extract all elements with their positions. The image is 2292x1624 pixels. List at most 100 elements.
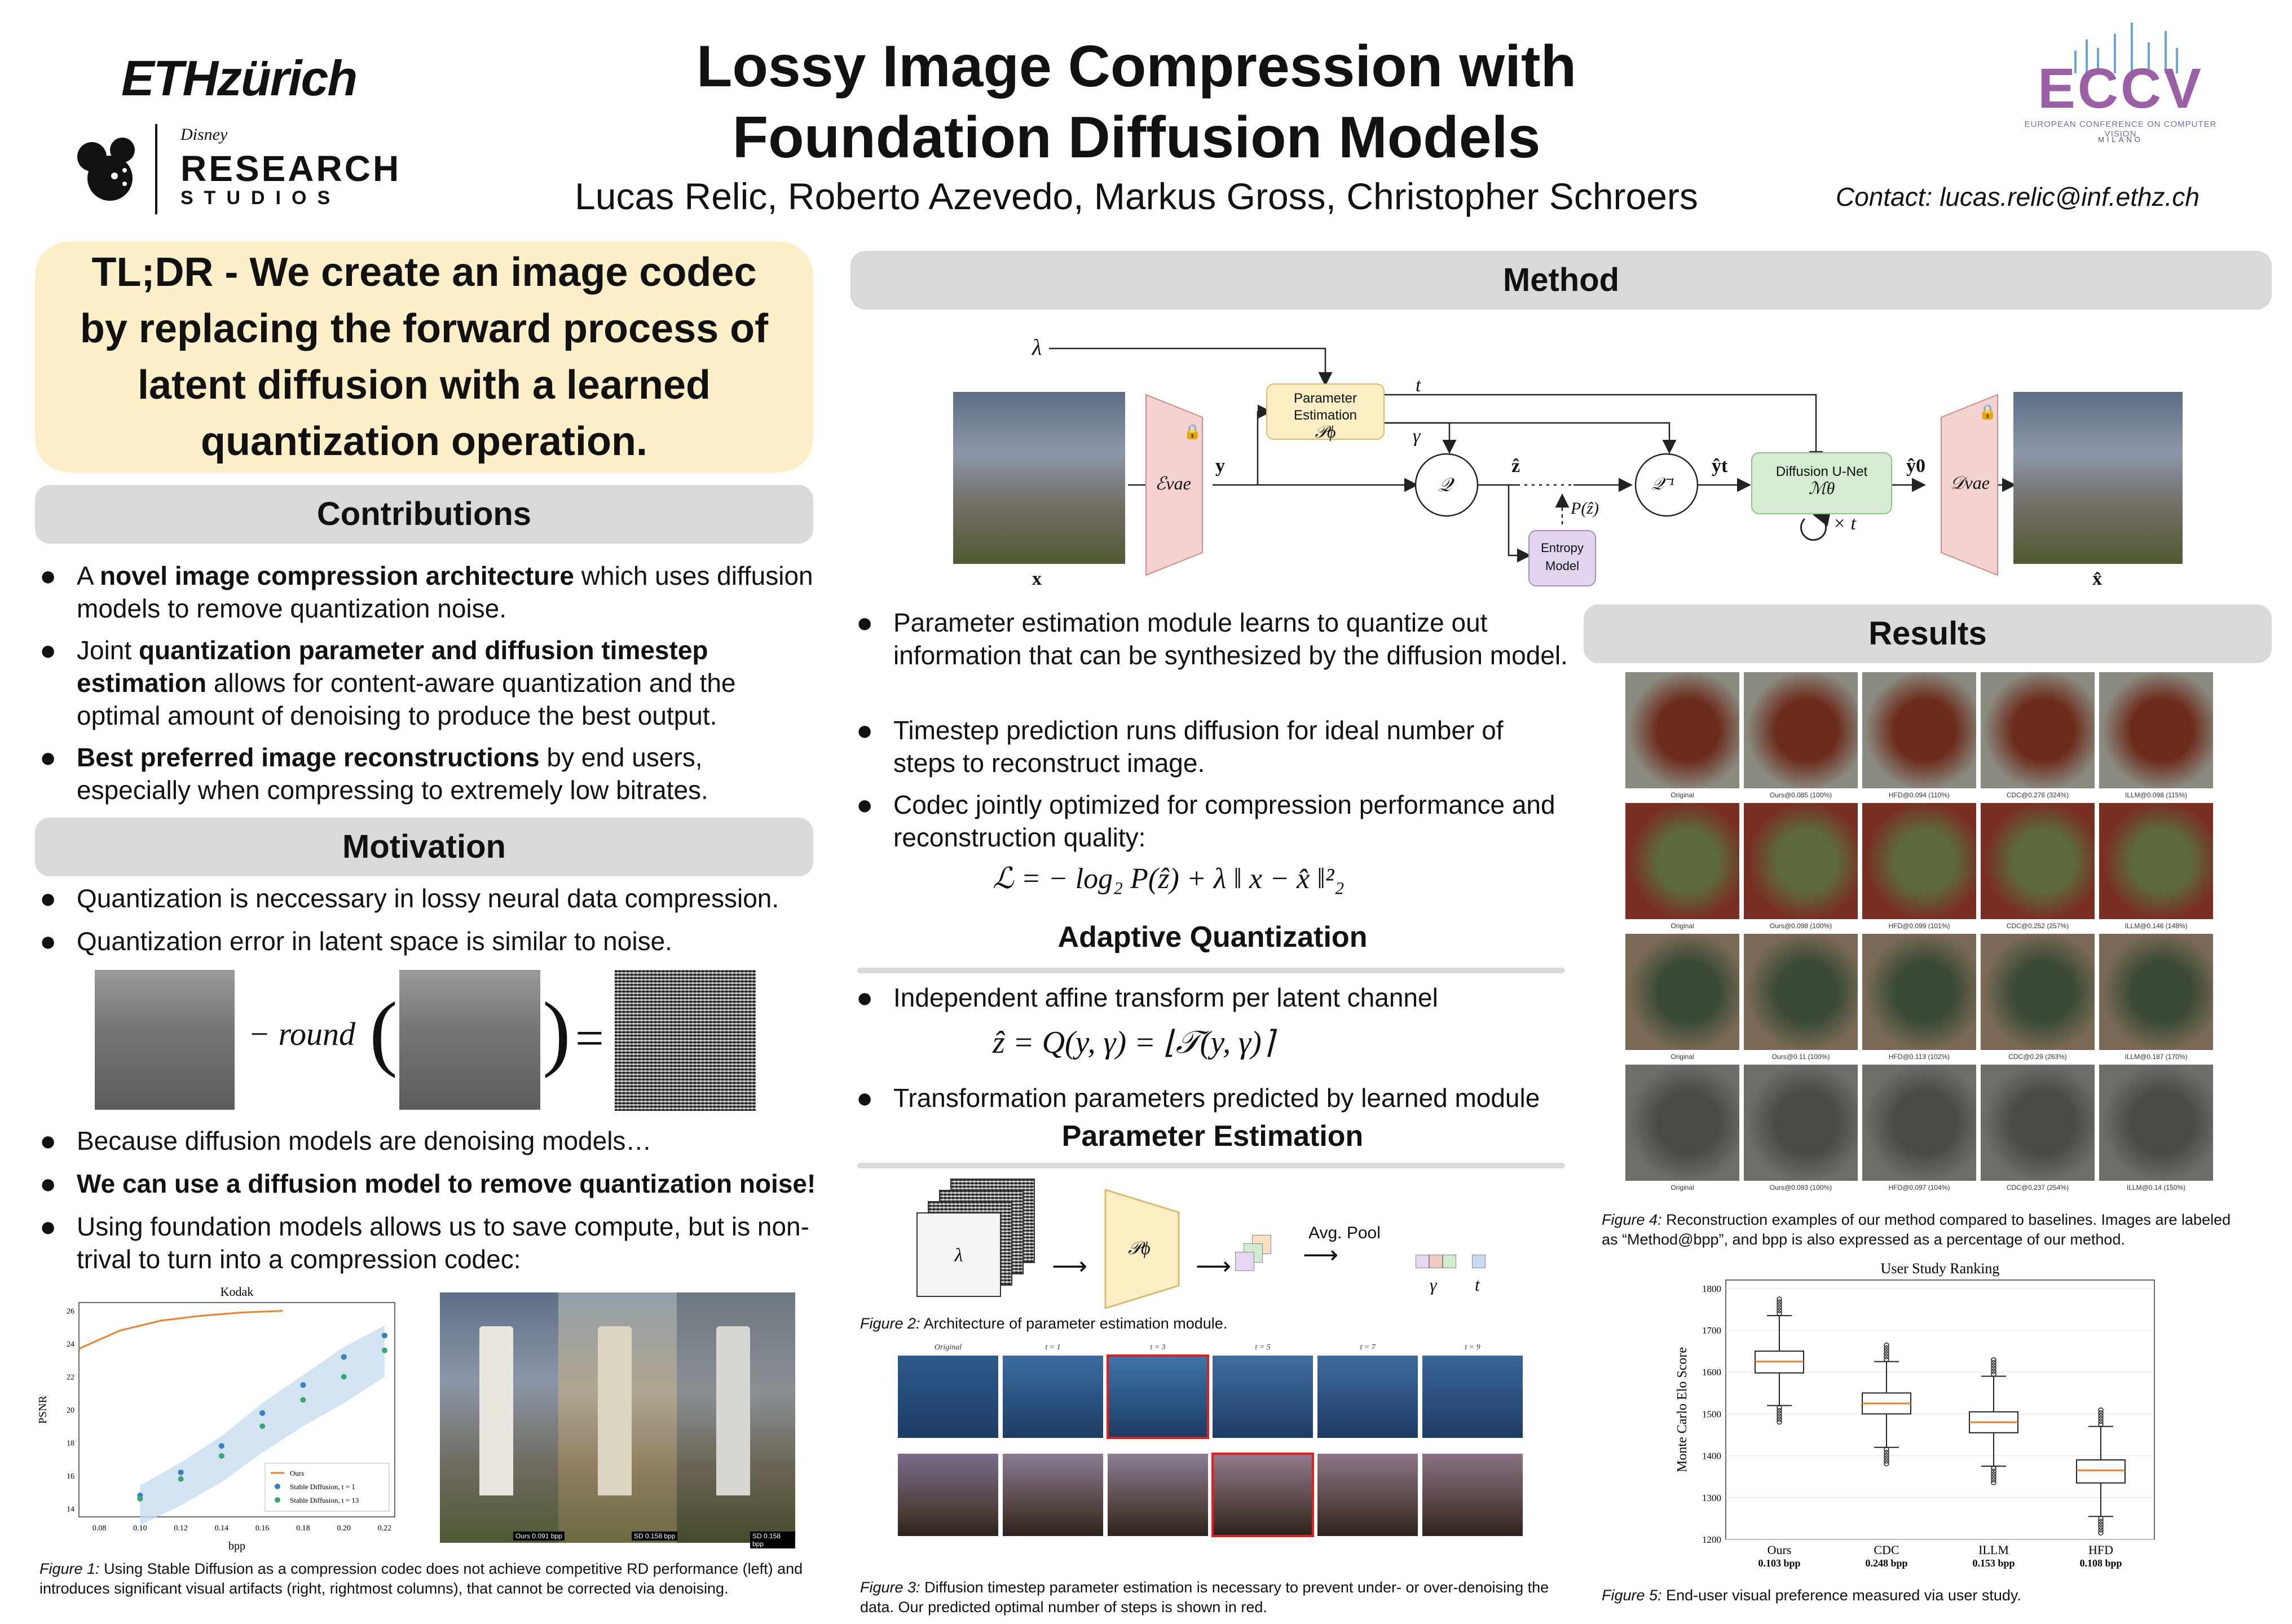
x-tick-label: 0.22 xyxy=(378,1524,392,1533)
x-tick-label: ILLM xyxy=(1978,1543,2009,1557)
y-tick-label: 1400 xyxy=(1702,1451,1721,1462)
equals-sign: = xyxy=(575,1010,604,1066)
tldr-text: TL;DR - We create an image codec by repl… xyxy=(80,250,769,464)
chart-title: User Study Ranking xyxy=(1881,1260,2000,1277)
timestep-thumbnail xyxy=(897,1354,999,1439)
sd-point xyxy=(300,1382,306,1388)
result-thumbnail xyxy=(2098,933,2214,1051)
result-thumbnail xyxy=(1861,671,1977,789)
timestep-grid: Original t = 1 t = 3 t = 5 t = 7 t = 9 xyxy=(897,1343,1524,1545)
result-label: ILLM@0.146 (148%) xyxy=(2124,922,2188,930)
outlier xyxy=(1991,1480,1996,1485)
result-thumbnail xyxy=(1624,802,1740,920)
y-tick-label: 1300 xyxy=(1702,1493,1721,1503)
paren-open: ( xyxy=(369,985,398,1079)
outlier xyxy=(2098,1418,2104,1424)
y-tick-label: 1500 xyxy=(1702,1409,1721,1419)
legend-label: Ours xyxy=(290,1469,304,1477)
result-label: HFD@0.094 (110%) xyxy=(1889,791,1950,799)
outlier xyxy=(1991,1468,1996,1474)
outlier xyxy=(1884,1351,1889,1357)
y-tick-label: 22 xyxy=(67,1374,74,1382)
contributions-heading: Contributions xyxy=(35,485,813,544)
contribution-item: ● Best preferred image reconstructions by… xyxy=(39,742,708,805)
x-tick-label: 0.18 xyxy=(296,1524,310,1533)
outlier xyxy=(1991,1371,1996,1377)
aq-equation: ẑ = Q(y, γ) = ⌊𝒯(y, γ)⌉ xyxy=(993,1025,1274,1060)
user-study-chart: User Study Ranking Monte Carlo Elo Score 1… xyxy=(1675,1260,2155,1569)
parameter-estimation-box: Parameter Estimation 𝒫ϕ xyxy=(1266,383,1385,441)
result-label: ILLM@0.14 (150%) xyxy=(2126,1184,2186,1191)
timestep-col-label: t = 3 xyxy=(1150,1343,1166,1352)
outlier xyxy=(1777,1310,1782,1316)
outlier xyxy=(1777,1407,1782,1414)
quantization-noise-image xyxy=(615,970,756,1111)
outlier xyxy=(1884,1353,1889,1360)
result-label: Ours@0.098 (100%) xyxy=(1769,922,1832,930)
outlier xyxy=(1884,1453,1889,1458)
motivation-item: ● Using foundation models allows us to sa… xyxy=(39,1211,809,1274)
result-thumbnail xyxy=(1743,802,1859,920)
method-item: ● Codec jointly optimized for compression… xyxy=(856,789,1555,852)
plot-area xyxy=(1725,1279,2155,1540)
latent-image-noisy xyxy=(95,970,235,1110)
y-axis-label: Monte Carlo Elo Score xyxy=(1675,1347,1690,1472)
chart-title: Kodak xyxy=(221,1285,254,1299)
outlier xyxy=(2098,1413,2104,1419)
sd-point xyxy=(341,1374,347,1380)
result-label: Original xyxy=(1670,1184,1694,1191)
contribution-item: ● A novel image compression architecture … xyxy=(39,560,813,623)
outlier xyxy=(1991,1365,1996,1371)
outlier xyxy=(1777,1302,1782,1308)
disney-research-logo: Disney RESEARCH STUDIOS xyxy=(70,124,409,214)
eccv-logo: ECCV EUROPEAN CONFERENCE ON COMPUTER VIS… xyxy=(2024,23,2217,144)
entropy-model-box: Entropy Model xyxy=(1528,530,1596,586)
x-tick-sublabel: 0.108 bpp xyxy=(2079,1557,2122,1569)
result-label: HFD@0.113 (102%) xyxy=(1889,1053,1950,1061)
result-label: CDC@0.252 (257%) xyxy=(2006,922,2069,930)
legend-box xyxy=(265,1463,390,1512)
sd-point xyxy=(178,1469,184,1476)
outlier xyxy=(1991,1466,1996,1471)
eth-logo: ETHzürich xyxy=(121,50,358,106)
outlier xyxy=(1991,1474,1996,1480)
outlier xyxy=(1991,1360,1996,1366)
outlier xyxy=(1991,1477,1996,1482)
result-label: HFD@0.097 (104%) xyxy=(1888,1184,1950,1191)
sd-point xyxy=(218,1443,224,1449)
timestep-thumbnail xyxy=(1002,1453,1104,1537)
outlier xyxy=(1884,1342,1889,1348)
sd-point xyxy=(381,1347,387,1353)
x-tick-sublabel: 0.103 bpp xyxy=(1758,1557,1800,1569)
parameter-estimation-figure: λ ⟶ 𝒫ϕ ⟶ Avg. Pool ⟶ γ t xyxy=(914,1179,1534,1314)
outlier xyxy=(1884,1348,1889,1354)
outlier xyxy=(1991,1357,1996,1363)
figure-3-caption: Figure 3: Diffusion timestep parameter e… xyxy=(860,1579,1549,1616)
decoder-label: 𝒟vae xyxy=(1950,473,1990,493)
y-tick-label: 1700 xyxy=(1702,1325,1721,1336)
result-label: ILLM@0.187 (170%) xyxy=(2124,1053,2188,1061)
legend-label: Stable Diffusion, t = 1 xyxy=(290,1482,355,1491)
y-tick-label: 1800 xyxy=(1702,1283,1721,1294)
result-label: Ours@0.085 (100%) xyxy=(1769,791,1832,799)
sd-point xyxy=(300,1397,306,1403)
x-tick-label: 0.14 xyxy=(215,1524,229,1533)
result-thumbnail xyxy=(1743,1063,1859,1182)
x-axis-label: bpp xyxy=(228,1540,245,1552)
sd-point xyxy=(381,1332,387,1339)
timestep-thumbnail xyxy=(1421,1453,1524,1537)
timestep-col-label: t = 5 xyxy=(1255,1343,1271,1352)
legend-swatch xyxy=(275,1484,280,1489)
lock-icon: 🔒 xyxy=(1183,423,1202,440)
kodak-chart: Kodak bpp PSNR 0.08 0.10 0.12 0.14 0.16 0.18 0.20… xyxy=(37,1285,395,1552)
outlier xyxy=(2098,1421,2104,1427)
outlier xyxy=(2098,1519,2104,1524)
outlier xyxy=(1884,1345,1889,1351)
outlier xyxy=(1777,1405,1782,1411)
latent-image-rounded xyxy=(399,970,540,1110)
motivation-item: ● Quantization is neccessary in lossy neu… xyxy=(39,882,779,914)
result-label: Ours@0.093 (100%) xyxy=(1769,1184,1832,1191)
method-diagram: x λ ℰvae 🔒 y Parameter Estimation 𝒫ϕ t γ… xyxy=(953,327,2183,592)
figure-5-caption: Figure 5: End-user visual preference mea… xyxy=(1602,1587,2021,1604)
outlier xyxy=(1884,1455,1889,1461)
